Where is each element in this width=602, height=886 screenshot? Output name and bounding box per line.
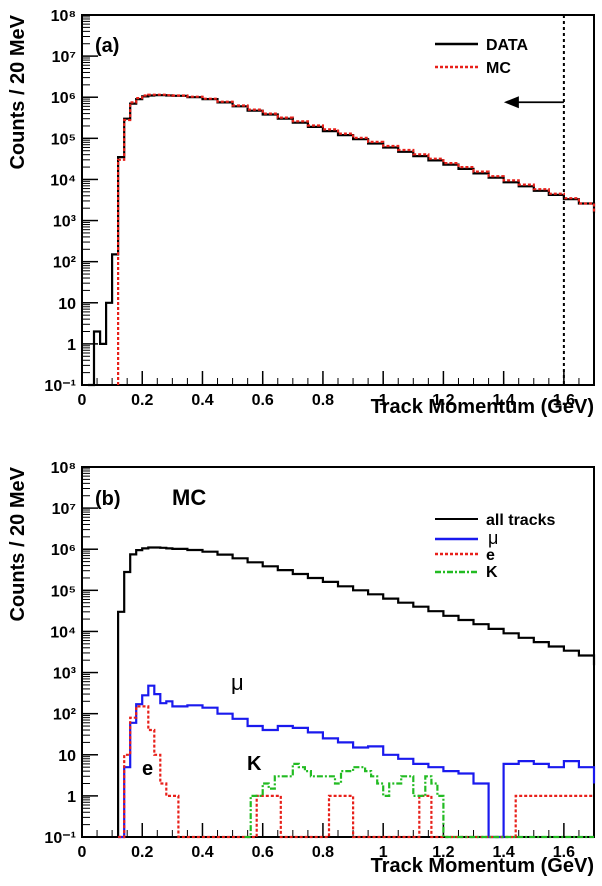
y-tick-label: 10⁻¹ <box>44 830 76 847</box>
y-tick-label: 10⁷ <box>52 501 76 518</box>
y-axis-label-b: Counts / 20 MeV <box>7 466 29 621</box>
series-mc-line <box>117 93 596 385</box>
x-tick-label: 1.4 <box>493 844 515 861</box>
y-tick-label: 10 <box>58 748 76 765</box>
annotation-mu: μ <box>231 670 244 695</box>
series-μ-line <box>118 684 596 839</box>
y-tick-label: 10⁴ <box>50 172 76 189</box>
y-tick-label: 10 <box>58 296 76 313</box>
x-tick-label: 0.6 <box>252 844 274 861</box>
x-axis-label-b: Track Momentum (GeV) <box>371 855 594 877</box>
legend-label-data: DATA <box>486 37 529 54</box>
y-tick-label: 1 <box>67 337 76 354</box>
x-tick-label: 1.2 <box>432 392 454 409</box>
x-tick-label: 0 <box>78 844 87 861</box>
panel-label-b: (b) <box>95 488 121 510</box>
legend-b: all tracks μ e K <box>435 512 555 581</box>
y-tick-label: 10⁻¹ <box>44 378 76 395</box>
y-tick-label: 10⁶ <box>51 542 76 559</box>
x-axis-a: 0 0.2 0.4 0.6 0.8 1 1.2 1.4 1.6 <box>78 371 595 409</box>
panel-label-a: (a) <box>95 35 119 57</box>
y-tick-label: 10² <box>53 255 76 272</box>
x-tick-label: 1 <box>379 844 388 861</box>
y-tick-label: 10⁶ <box>51 90 76 107</box>
x-tick-label: 1 <box>379 392 388 409</box>
series-e-line <box>118 705 594 839</box>
series-data-line <box>88 94 596 387</box>
cut-arrow <box>503 96 564 109</box>
y-tick-label: 10⁷ <box>52 49 76 66</box>
series-group-a <box>88 93 596 387</box>
x-tick-label: 1.4 <box>493 392 515 409</box>
y-axis-b: 10⁻¹ 1 10 10² 10³ 10⁴ 10⁵ 10⁶ 10⁷ 10⁸ <box>44 460 98 847</box>
x-axis-label-a: Track Momentum (GeV) <box>371 396 594 418</box>
y-tick-label: 10⁸ <box>51 460 76 477</box>
x-tick-label: 0.6 <box>252 392 274 409</box>
y-tick-label: 10⁴ <box>50 624 76 641</box>
y-tick-label: 10³ <box>53 214 76 231</box>
x-tick-label: 0 <box>78 392 87 409</box>
x-tick-label: 1.6 <box>553 392 575 409</box>
legend-label-mc: MC <box>486 60 511 77</box>
y-axis-a: 10⁻¹ 1 10 10² 10³ 10⁴ 10⁵ 10⁶ 10⁷ 10⁸ <box>44 8 98 395</box>
y-tick-label: 1 <box>67 789 76 806</box>
y-tick-label: 10⁵ <box>51 583 76 600</box>
x-tick-label: 0.4 <box>191 844 213 861</box>
y-tick-label: 10³ <box>53 666 76 683</box>
x-tick-label: 0.4 <box>191 392 213 409</box>
legend-label-e: e <box>486 547 495 564</box>
legend-label-all: all tracks <box>486 512 555 529</box>
annotation-k: K <box>247 753 262 775</box>
x-tick-label: 0.2 <box>131 844 153 861</box>
y-tick-label: 10⁸ <box>51 8 76 25</box>
y-axis-label-a: Counts / 20 MeV <box>7 14 29 169</box>
plot-frame-a <box>81 14 595 386</box>
series-group-b <box>117 546 596 839</box>
annotation-e: e <box>142 758 153 780</box>
series-all-tracks-line <box>117 546 596 837</box>
x-tick-label: 0.8 <box>312 392 334 409</box>
panel-title-b: MC <box>172 485 206 510</box>
legend-a: DATA MC <box>435 37 529 77</box>
y-tick-label: 10² <box>53 707 76 724</box>
x-axis-b: 0 0.2 0.4 0.6 0.8 1 1.2 1.4 1.6 <box>78 823 595 861</box>
x-tick-label: 0.8 <box>312 844 334 861</box>
cut-arrow-head <box>503 96 519 109</box>
legend-label-k: K <box>486 564 498 581</box>
y-tick-label: 10⁵ <box>51 131 76 148</box>
x-tick-label: 1.6 <box>553 844 575 861</box>
x-tick-label: 0.2 <box>131 392 153 409</box>
legend-label-mu: μ <box>488 528 498 548</box>
x-tick-label: 1.2 <box>432 844 454 861</box>
